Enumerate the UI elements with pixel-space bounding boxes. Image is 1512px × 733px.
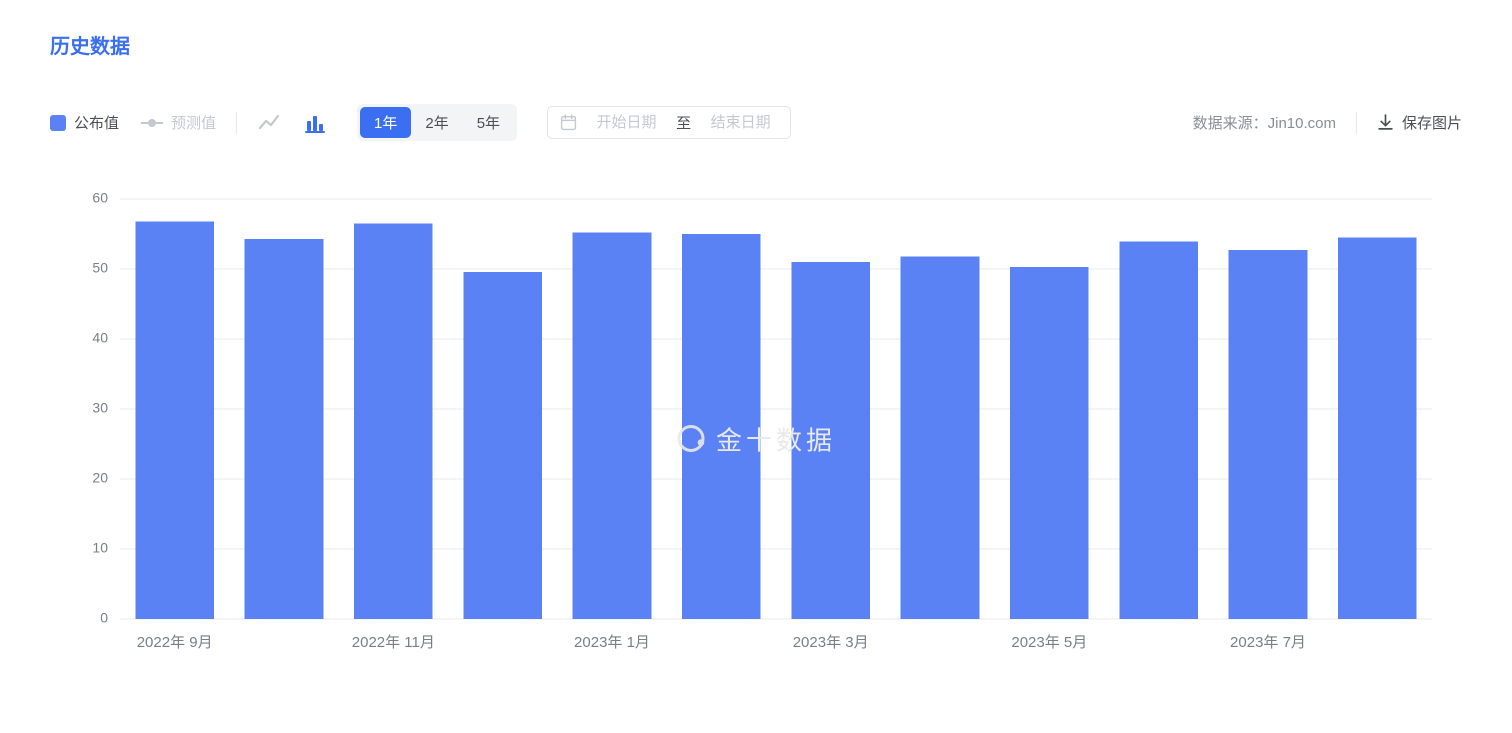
line-chart-icon: [258, 112, 280, 134]
svg-text:30: 30: [92, 400, 108, 416]
calendar-icon: [560, 114, 577, 131]
data-source: 数据来源：Jin10.com: [1193, 112, 1336, 133]
svg-text:50: 50: [92, 260, 108, 276]
svg-text:2023年 7月: 2023年 7月: [1230, 634, 1306, 651]
legend-item-published[interactable]: 公布值: [50, 112, 119, 133]
bar-9[interactable]: [1119, 242, 1198, 619]
svg-text:2023年 1月: 2023年 1月: [574, 634, 650, 651]
bar-chart-icon: [304, 112, 326, 134]
bar-chart: 0 10 20 30 40 50 60 2022年 9月 2022年 11月 2023年 1月 20…: [50, 189, 1462, 669]
bar-5[interactable]: [682, 234, 761, 619]
bar-chart-button[interactable]: [303, 111, 327, 135]
svg-text:10: 10: [92, 540, 108, 556]
chart-area: 0 10 20 30 40 50 60 2022年 9月 2022年 11月 2023年 1月 20…: [50, 189, 1462, 669]
end-date-input[interactable]: [703, 114, 778, 131]
chart-type-toggle: [257, 111, 327, 135]
bar-0[interactable]: [135, 221, 214, 619]
svg-text:0: 0: [100, 610, 108, 626]
svg-text:2023年 3月: 2023年 3月: [793, 634, 869, 651]
legend-item-forecast[interactable]: 预测值: [141, 112, 216, 133]
bar-8[interactable]: [1010, 267, 1089, 619]
svg-text:2022年 11月: 2022年 11月: [352, 634, 435, 651]
bar-4[interactable]: [573, 233, 652, 619]
svg-text:40: 40: [92, 330, 108, 346]
source-prefix: 数据来源：: [1193, 115, 1268, 132]
page-title: 历史数据: [50, 30, 1462, 59]
source-value: Jin10.com: [1268, 115, 1336, 132]
date-separator: 至: [676, 112, 691, 133]
line-chart-button[interactable]: [257, 111, 281, 135]
bar-10[interactable]: [1229, 250, 1308, 619]
period-tab-1[interactable]: 2年: [411, 107, 462, 138]
bar-11[interactable]: [1338, 238, 1417, 620]
separator: [1356, 112, 1357, 134]
date-range-picker[interactable]: 至: [547, 106, 791, 139]
start-date-input[interactable]: [589, 114, 664, 131]
svg-text:2022年 9月: 2022年 9月: [137, 634, 213, 651]
period-tab-2[interactable]: 5年: [463, 107, 514, 138]
chart-legend: 公布值 预测值: [50, 112, 216, 133]
period-tab-0[interactable]: 1年: [360, 107, 411, 138]
legend-label-forecast: 预测值: [171, 112, 216, 133]
toolbar: 公布值 预测值: [50, 104, 1462, 141]
save-image-label: 保存图片: [1402, 112, 1462, 133]
bar-1[interactable]: [245, 239, 324, 619]
save-image-button[interactable]: 保存图片: [1377, 112, 1462, 133]
separator: [236, 112, 237, 134]
download-icon: [1377, 114, 1394, 131]
bar-6[interactable]: [791, 262, 870, 619]
bar-2[interactable]: [354, 224, 433, 620]
svg-text:2023年 5月: 2023年 5月: [1011, 634, 1087, 651]
period-tabs: 1年2年5年: [357, 104, 517, 141]
bar-3[interactable]: [463, 272, 542, 619]
bar-7[interactable]: [901, 256, 980, 619]
legend-swatch-published: [50, 115, 66, 131]
legend-swatch-forecast: [141, 122, 163, 124]
svg-text:60: 60: [92, 190, 108, 206]
svg-text:20: 20: [92, 470, 108, 486]
legend-label-published: 公布值: [74, 112, 119, 133]
